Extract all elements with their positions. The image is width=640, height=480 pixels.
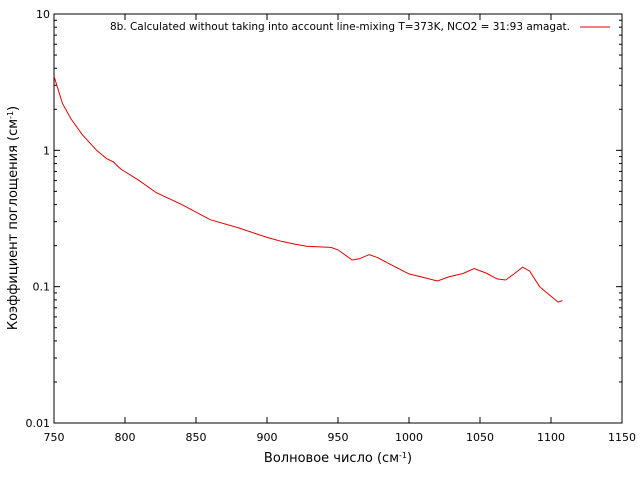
x-tick-label: 1050	[466, 431, 494, 444]
x-tick-label: 1000	[395, 431, 423, 444]
x-tick-label: 950	[328, 431, 349, 444]
x-tick-label: 1100	[537, 431, 565, 444]
x-tick-label: 900	[257, 431, 278, 444]
series-line	[53, 76, 563, 303]
x-tick-label: 800	[115, 431, 136, 444]
ticks	[53, 13, 623, 424]
x-axis-title: Волновое число (см-1)	[264, 451, 412, 467]
plot-frame	[53, 13, 623, 424]
x-tick-label: 1150	[608, 431, 636, 444]
tick-labels: 750 800 850 900 950 1000 1050 1100 1150 0.01 0.1 1 1…	[26, 8, 637, 444]
legend: 8b. Calculated without taking into accou…	[110, 21, 610, 33]
y-tick-label: 0.01	[26, 417, 51, 430]
x-tick-label: 850	[186, 431, 207, 444]
series-group	[53, 76, 563, 303]
y-axis-title: Коэффициент поглощения (см-1)	[6, 106, 22, 330]
y-tick-label: 0.1	[33, 281, 51, 294]
legend-label: 8b. Calculated without taking into accou…	[110, 21, 570, 33]
y-tick-label: 10	[36, 8, 50, 21]
x-tick-label: 750	[44, 431, 65, 444]
y-tick-label: 1	[43, 144, 50, 157]
